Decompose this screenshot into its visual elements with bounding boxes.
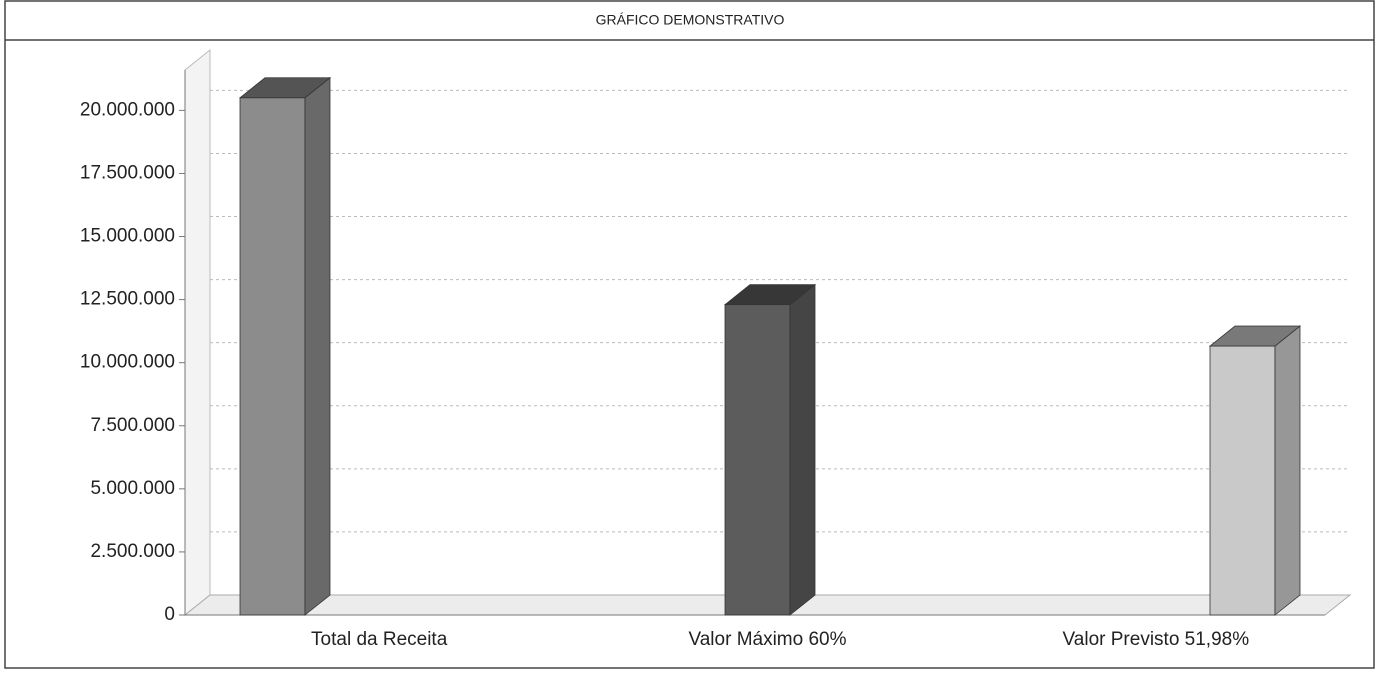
x-tick-label: Valor Máximo 60%: [688, 629, 846, 650]
bar-front: [724, 304, 791, 616]
bar-front: [1209, 345, 1276, 616]
bar-top: [1208, 325, 1302, 347]
y-tick-label: 2.500.000: [90, 541, 175, 562]
bar-top: [723, 284, 817, 306]
y-tick-label: 5.000.000: [90, 478, 175, 499]
bar: [1208, 325, 1302, 616]
y-tick-label: 10.000.000: [80, 352, 175, 373]
y-tick-label: 20.000.000: [80, 99, 175, 120]
y-tick-label: 7.500.000: [90, 415, 175, 436]
bar-front: [239, 97, 306, 616]
chart-title: GRÁFICO DEMONSTRATIVO: [596, 12, 785, 28]
bar-side: [1274, 325, 1301, 616]
y-tick-label: 17.500.000: [80, 162, 175, 183]
bar-top: [238, 77, 332, 99]
y-tick-label: 0: [164, 604, 175, 625]
bar-side: [789, 283, 816, 616]
back-wall: [184, 48, 211, 617]
x-tick-label: Valor Previsto 51,98%: [1063, 629, 1250, 650]
bar: [723, 283, 817, 616]
bar-side: [304, 76, 331, 616]
y-tick-label: 15.000.000: [80, 226, 175, 247]
bar: [238, 76, 332, 616]
frame: [4, 0, 1375, 669]
x-tick-label: Total da Receita: [311, 629, 448, 650]
y-tick-label: 12.500.000: [80, 289, 175, 310]
